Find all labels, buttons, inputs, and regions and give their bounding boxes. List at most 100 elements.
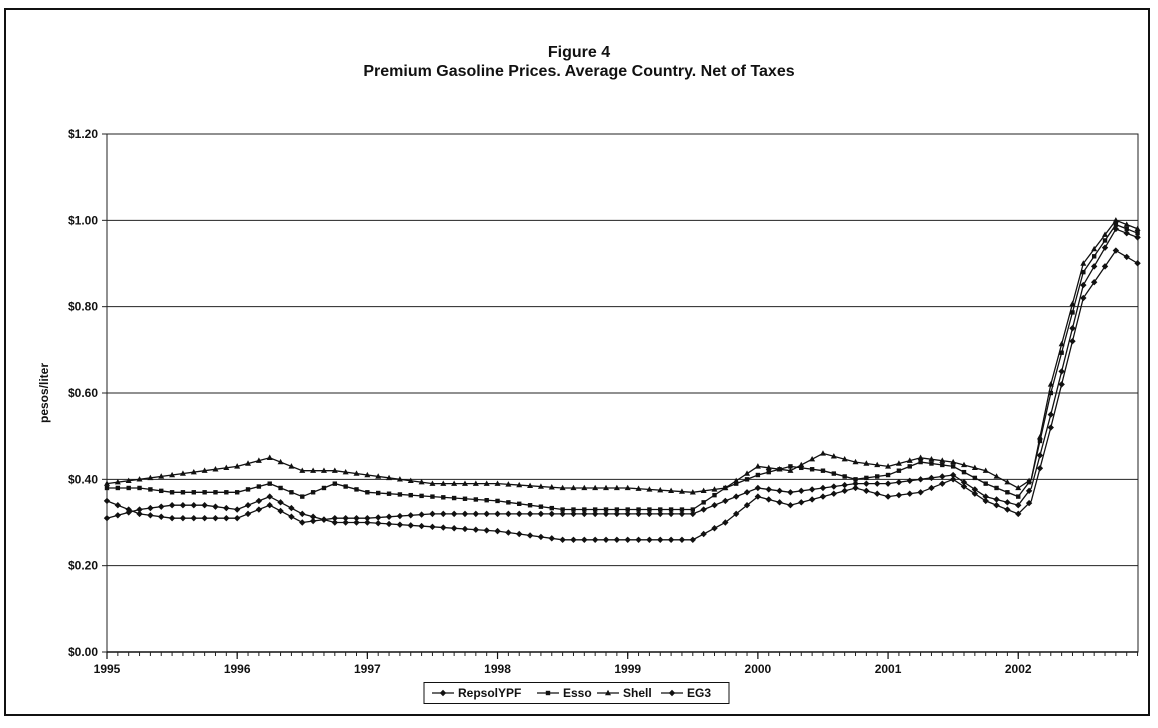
data-point bbox=[407, 522, 414, 529]
data-point bbox=[386, 491, 392, 496]
legend-item-eg3: EG3 bbox=[661, 686, 711, 700]
data-point bbox=[277, 499, 284, 506]
x-tick-label: 2000 bbox=[745, 662, 772, 676]
data-point bbox=[928, 474, 935, 482]
x-tick-label: 2002 bbox=[1005, 662, 1032, 676]
data-point bbox=[874, 461, 881, 468]
data-point bbox=[678, 488, 685, 494]
data-point bbox=[147, 504, 154, 512]
data-point bbox=[1102, 238, 1108, 243]
data-point bbox=[635, 485, 642, 491]
y-tick-label: $0.00 bbox=[68, 645, 98, 659]
data-point bbox=[408, 492, 413, 498]
data-point bbox=[255, 497, 263, 505]
data-point bbox=[830, 483, 838, 490]
data-point bbox=[733, 481, 739, 486]
data-point bbox=[440, 510, 447, 518]
data-point bbox=[852, 480, 859, 487]
legend-label: EG3 bbox=[687, 686, 711, 700]
legend-label: Shell bbox=[623, 686, 652, 700]
series-line bbox=[107, 223, 1139, 511]
data-point bbox=[277, 507, 284, 515]
data-point bbox=[689, 489, 696, 495]
data-point bbox=[1047, 381, 1054, 387]
data-point bbox=[494, 510, 501, 518]
data-point bbox=[591, 536, 599, 543]
data-point bbox=[765, 496, 772, 503]
data-point bbox=[819, 450, 826, 456]
data-point bbox=[342, 514, 349, 522]
data-point bbox=[233, 514, 241, 522]
data-point bbox=[939, 473, 946, 480]
data-point bbox=[418, 522, 425, 530]
data-point bbox=[885, 463, 892, 469]
x-tick-label: 1999 bbox=[614, 662, 641, 676]
data-point bbox=[1058, 340, 1065, 347]
data-point bbox=[353, 519, 360, 526]
data-point bbox=[961, 469, 967, 475]
data-point bbox=[787, 502, 794, 509]
data-point bbox=[320, 467, 327, 473]
data-point bbox=[906, 490, 913, 497]
data-point bbox=[1134, 225, 1141, 231]
data-point bbox=[885, 472, 891, 478]
data-point bbox=[136, 510, 143, 518]
data-point bbox=[461, 480, 468, 486]
data-point bbox=[918, 459, 923, 465]
data-point bbox=[679, 507, 685, 512]
data-point bbox=[342, 468, 349, 475]
data-point bbox=[830, 453, 837, 459]
data-point bbox=[376, 490, 381, 496]
data-point bbox=[754, 484, 762, 492]
data-point bbox=[332, 481, 338, 486]
data-point bbox=[310, 490, 316, 495]
data-point bbox=[853, 477, 858, 482]
data-point bbox=[407, 477, 414, 483]
data-point bbox=[971, 490, 979, 497]
data-point bbox=[657, 486, 664, 493]
data-point bbox=[396, 521, 404, 528]
data-point bbox=[939, 480, 946, 487]
x-tick-label: 1995 bbox=[94, 662, 121, 676]
data-point bbox=[429, 523, 436, 531]
data-point bbox=[928, 484, 935, 492]
data-point bbox=[180, 490, 186, 495]
data-point bbox=[1015, 510, 1022, 518]
data-point bbox=[548, 535, 555, 542]
data-point bbox=[429, 510, 436, 518]
data-point bbox=[331, 519, 339, 526]
data-point bbox=[179, 502, 187, 509]
data-point bbox=[657, 536, 664, 543]
data-point bbox=[755, 472, 761, 478]
data-point bbox=[636, 507, 641, 512]
data-point bbox=[125, 477, 132, 483]
data-point bbox=[353, 470, 360, 476]
data-point bbox=[213, 490, 218, 495]
data-point bbox=[874, 480, 881, 487]
data-point bbox=[288, 504, 295, 512]
data-point bbox=[647, 507, 652, 512]
data-point bbox=[527, 503, 533, 508]
data-point bbox=[385, 520, 393, 528]
data-point bbox=[450, 525, 458, 532]
data-point bbox=[646, 536, 653, 543]
data-point bbox=[907, 464, 912, 469]
data-point bbox=[429, 480, 436, 486]
data-point bbox=[537, 510, 545, 518]
data-point bbox=[950, 458, 957, 465]
series-markers bbox=[104, 222, 1140, 512]
data-point bbox=[560, 507, 565, 512]
series-markers bbox=[103, 225, 1141, 526]
data-point bbox=[895, 479, 903, 486]
data-point bbox=[516, 510, 523, 518]
data-point bbox=[147, 474, 154, 481]
data-point bbox=[147, 512, 154, 519]
data-point bbox=[483, 510, 490, 518]
data-point bbox=[331, 514, 339, 522]
data-point bbox=[712, 492, 717, 498]
data-point bbox=[353, 514, 360, 522]
data-point bbox=[1048, 390, 1053, 396]
data-point bbox=[798, 499, 805, 506]
data-point bbox=[700, 530, 707, 538]
data-point bbox=[1102, 231, 1109, 237]
